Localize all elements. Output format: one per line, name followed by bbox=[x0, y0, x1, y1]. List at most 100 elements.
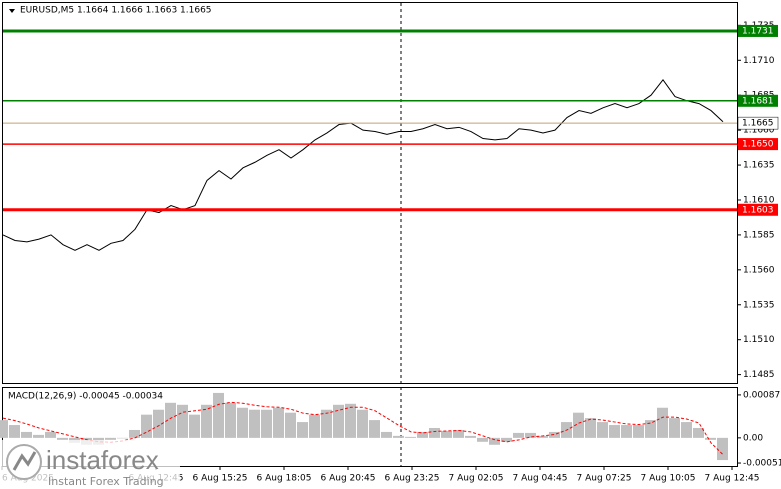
macd-bar bbox=[609, 425, 620, 438]
price-frame bbox=[2, 2, 738, 384]
macd-bar bbox=[537, 435, 548, 438]
macd-bar bbox=[189, 414, 200, 438]
level-label-bg bbox=[738, 94, 778, 107]
x-tick-label: 6 Aug 20:45 bbox=[321, 474, 376, 484]
y-tick-label: 0.00087 bbox=[743, 390, 780, 400]
x-tick-label: 7 Aug 12:45 bbox=[705, 474, 760, 484]
macd-bar bbox=[165, 402, 176, 438]
y-tick-label: 1.1710 bbox=[743, 56, 775, 66]
macd-bar bbox=[393, 435, 404, 438]
y-tick-label: 1.1510 bbox=[743, 335, 775, 345]
macd-bar bbox=[693, 427, 704, 438]
macd-bar bbox=[477, 437, 488, 442]
y-tick-label: 1.1585 bbox=[743, 230, 775, 240]
macd-bar bbox=[117, 437, 128, 439]
macd-bar bbox=[669, 418, 680, 438]
macd-bar bbox=[429, 427, 440, 438]
current-price-label: 1.1665 bbox=[742, 119, 774, 129]
macd-bar bbox=[345, 403, 356, 438]
x-tick-label: 7 Aug 02:05 bbox=[449, 474, 504, 484]
signal-line bbox=[2, 401, 724, 456]
macd-bar bbox=[285, 412, 296, 438]
x-tick-label: 7 Aug 04:45 bbox=[513, 474, 568, 484]
macd-bar bbox=[357, 409, 368, 438]
macd-bar bbox=[141, 414, 152, 438]
macd-bar bbox=[9, 425, 20, 438]
macd-bar bbox=[261, 409, 272, 438]
y-tick-label: 0.00 bbox=[743, 433, 763, 443]
macd-title: MACD(12,26,9) -0.00045 -0.00034 bbox=[8, 392, 163, 402]
level-label-bg bbox=[738, 203, 778, 216]
macd-bar bbox=[369, 420, 380, 438]
macd-bar bbox=[681, 422, 692, 438]
macd-bar bbox=[513, 432, 524, 438]
macd-bar bbox=[633, 425, 644, 438]
y-tick-label: 1.1560 bbox=[743, 265, 775, 275]
level-label: 1.1731 bbox=[742, 26, 774, 36]
level-label-bg bbox=[738, 138, 778, 151]
watermark: instaforex Instant Forex Trading bbox=[0, 440, 180, 489]
macd-bar bbox=[381, 431, 392, 438]
macd-bar bbox=[525, 432, 536, 438]
macd-bar bbox=[465, 435, 476, 438]
macd-bar bbox=[441, 430, 452, 438]
macd-bar bbox=[213, 392, 224, 438]
macd-bar bbox=[21, 431, 32, 438]
x-tick-label: 7 Aug 10:05 bbox=[641, 474, 696, 484]
macd-bar bbox=[153, 409, 164, 438]
x-tick-label: 6 Aug 23:25 bbox=[385, 474, 440, 484]
macd-bar bbox=[129, 429, 140, 438]
y-tick-label: 1.1635 bbox=[743, 161, 775, 171]
price-line bbox=[2, 79, 724, 251]
y-tick-label: 1.1660 bbox=[743, 126, 775, 136]
macd-bar bbox=[297, 422, 308, 438]
macd-bar bbox=[417, 431, 428, 438]
macd-bar bbox=[33, 434, 44, 438]
macd-bar bbox=[585, 418, 596, 438]
macd-bar bbox=[309, 414, 320, 438]
macd-bar bbox=[249, 409, 260, 438]
macd-bar bbox=[237, 407, 248, 438]
macd-bar bbox=[645, 420, 656, 438]
macd-bar bbox=[333, 404, 344, 438]
menu-arrow bbox=[9, 9, 15, 13]
macd-bar bbox=[0, 420, 8, 438]
macd-bar bbox=[549, 431, 560, 438]
level-label-bg bbox=[738, 24, 778, 37]
x-tick-label: 7 Aug 07:25 bbox=[577, 474, 632, 484]
macd-bar bbox=[177, 404, 188, 438]
y-tick-label: -0.00051 bbox=[743, 459, 781, 469]
macd-bar bbox=[225, 402, 236, 438]
logo-mark bbox=[12, 451, 37, 471]
x-tick-label: 6 Aug 18:05 bbox=[257, 474, 312, 484]
y-tick-label: 1.1610 bbox=[743, 195, 775, 205]
macd-bar bbox=[321, 409, 332, 438]
macd-bar bbox=[621, 425, 632, 438]
macd-bar bbox=[453, 429, 464, 438]
macd-bar bbox=[705, 437, 716, 440]
macd-bar bbox=[405, 436, 416, 438]
y-tick-label: 1.1485 bbox=[743, 370, 775, 380]
macd-bar bbox=[717, 437, 728, 461]
macd-bar bbox=[597, 422, 608, 438]
x-tick-label: 6 Aug 15:25 bbox=[193, 474, 248, 484]
macd-bar bbox=[573, 412, 584, 438]
y-tick-label: 1.1535 bbox=[743, 300, 775, 310]
macd-bar bbox=[201, 404, 212, 438]
tagline: Instant Forex Trading bbox=[48, 475, 164, 488]
macd-bar bbox=[657, 407, 668, 438]
chart-title: EURUSD,M5 1.1664 1.1666 1.1663 1.1665 bbox=[20, 6, 212, 16]
macd-bar bbox=[273, 407, 284, 438]
macd-bar bbox=[105, 437, 116, 440]
brand: instaforex bbox=[46, 445, 159, 475]
level-label: 1.1681 bbox=[742, 96, 774, 106]
logo bbox=[6, 444, 42, 480]
macd-bar bbox=[489, 437, 500, 445]
level-label: 1.1650 bbox=[742, 140, 774, 150]
macd-bar bbox=[501, 437, 512, 442]
macd-bar bbox=[45, 431, 56, 438]
current-price-bg bbox=[737, 116, 779, 130]
level-label: 1.1603 bbox=[742, 205, 774, 215]
